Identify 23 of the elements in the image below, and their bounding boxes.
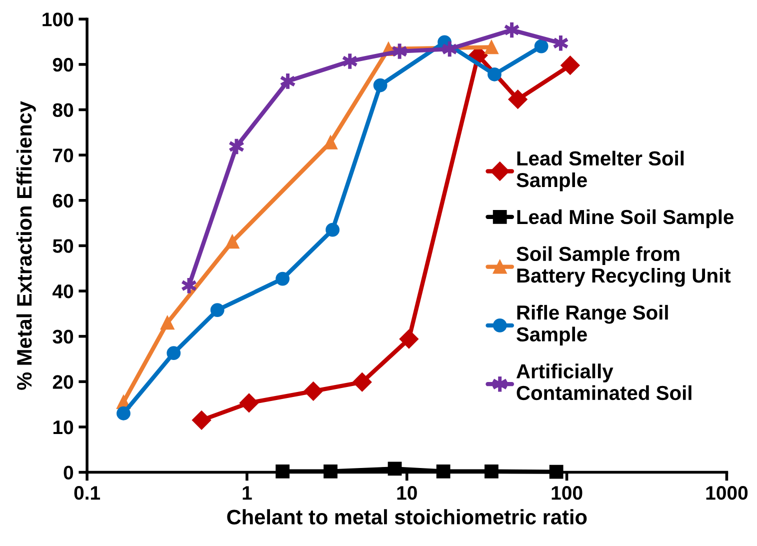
y-tick-label: 80 [52,103,74,117]
y-tick-label: 10 [53,420,74,434]
legend-label: Artificially Contaminated Soil [516,364,692,400]
y-tick-label: 0 [64,466,74,480]
y-tick-label: 30 [52,330,74,344]
y-tick-label: 70 [53,148,74,162]
y-tick-label: 100 [42,12,74,26]
legend-label: Lead Mine Soil Sample [517,209,734,228]
legend-label: Lead Smelter Soil Sample [516,150,684,192]
y-tick-label: 90 [52,58,74,72]
x-tick-label: 10 [397,486,417,500]
x-tick-label: 100 [552,486,582,500]
y-axis-title: % Metal Extraction Efficiency [16,101,36,390]
legend-label: Soil Sample from Battery Recycling Unit [516,246,731,287]
y-tick-label: 20 [52,375,74,389]
x-tick-label: 0.1 [74,486,100,500]
y-tick-label: 50 [52,239,74,253]
x-axis-title: Chelant to metal stoichiometric ratio [227,509,587,524]
x-tick-label: 1 [242,486,252,500]
legend-label: Rifle Range Soil Sample [516,304,668,346]
x-tick-label: 1000 [706,486,748,500]
y-tick-label: 60 [52,194,74,208]
y-tick-label: 40 [52,284,74,298]
